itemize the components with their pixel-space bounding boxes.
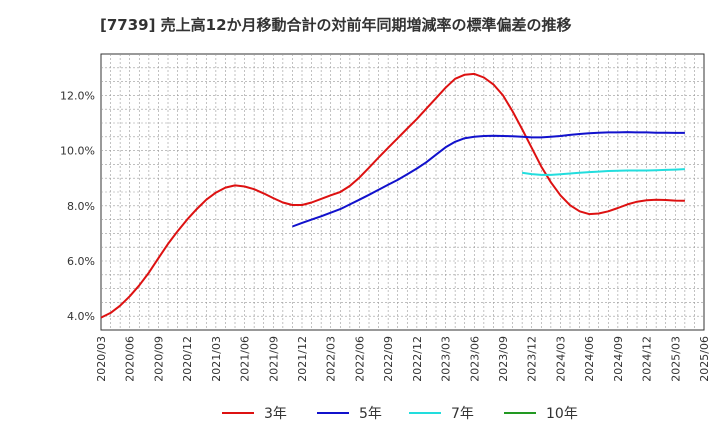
axis-ticks: 2020/03 2020/06 2020/09 2020/12 2021/03 2021/… [60, 89, 711, 381]
x-tick-label: 2025/03 [669, 336, 682, 382]
legend-label: 7年 [451, 406, 474, 422]
x-tick-label: 2023/09 [497, 336, 510, 382]
x-tick-label: 2023/06 [468, 336, 481, 382]
grid [101, 54, 704, 330]
x-tick-label: 2020/03 [95, 336, 108, 382]
legend: 3年 5年 7年 10年 [222, 406, 578, 422]
series-line-5年 [292, 131, 685, 228]
x-tick-label: 2020/06 [124, 336, 137, 382]
y-tick-label: 6.0% [67, 255, 95, 268]
x-tick-label: 2021/03 [210, 336, 223, 382]
legend-label: 10年 [546, 406, 578, 422]
legend-label: 3年 [264, 406, 287, 422]
y-tick-label: 4.0% [67, 310, 95, 323]
x-tick-label: 2020/12 [181, 336, 194, 382]
x-tick-label: 2020/09 [152, 336, 165, 382]
series-lines [100, 72, 685, 319]
x-tick-label: 2022/03 [325, 336, 338, 382]
x-tick-label: 2021/12 [296, 336, 309, 382]
x-tick-label: 2024/03 [554, 336, 567, 382]
chart-title: [7739] 売上高12か月移動合計の対前年同期増減率の標準偏差の推移 [100, 16, 572, 34]
y-tick-label: 8.0% [67, 200, 95, 213]
series-line-3年 [100, 72, 685, 319]
x-tick-label: 2021/09 [267, 336, 280, 382]
x-tick-label: 2022/09 [382, 336, 395, 382]
x-tick-label: 2024/12 [641, 336, 654, 382]
x-tick-label: 2022/06 [353, 336, 366, 382]
series-line-7年 [521, 168, 685, 176]
x-tick-label: 2024/06 [583, 336, 596, 382]
x-tick-label: 2021/06 [239, 336, 252, 382]
legend-label: 5年 [359, 406, 382, 422]
x-tick-label: 2024/09 [612, 336, 625, 382]
x-tick-label: 2022/12 [411, 336, 424, 382]
x-tick-label: 2025/06 [698, 336, 711, 382]
x-tick-label: 2023/12 [526, 336, 539, 382]
x-tick-label: 2023/03 [440, 336, 453, 382]
y-tick-label: 12.0% [60, 89, 95, 102]
y-tick-label: 10.0% [60, 145, 95, 158]
